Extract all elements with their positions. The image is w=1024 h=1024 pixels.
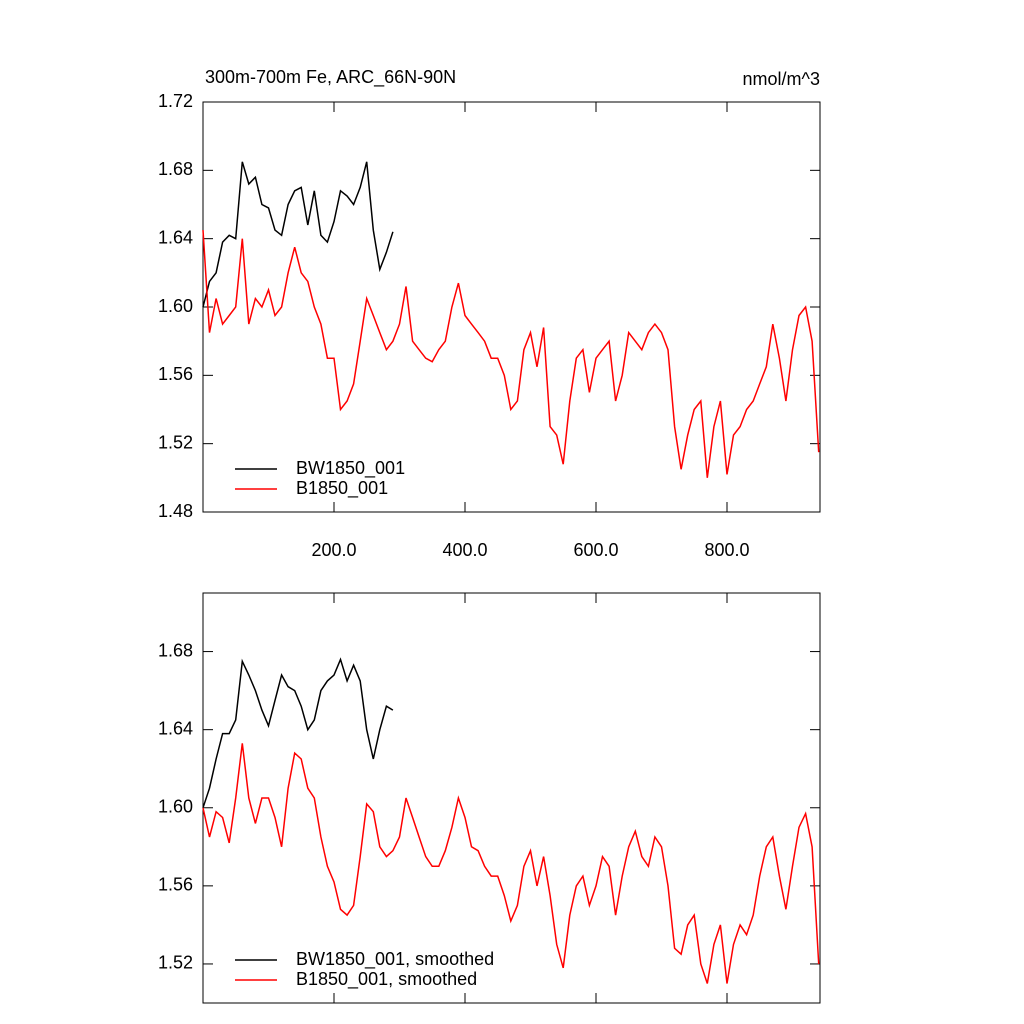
units-label: nmol/m^3 — [743, 69, 820, 89]
plot-frame — [202, 101, 821, 513]
chart-title: 300m-700m Fe, ARC_66N-90N — [205, 67, 456, 88]
y-tick-label: 1.64 — [158, 227, 193, 247]
x-tick-label: 200.0 — [311, 540, 356, 560]
y-tick-label: 1.68 — [158, 640, 193, 660]
y-tick-label: 1.48 — [158, 501, 193, 521]
x-tick-label: 400.0 — [442, 540, 487, 560]
legend-label: BW1850_001 — [296, 458, 405, 479]
series-line — [202, 161, 394, 308]
y-tick-label: 1.52 — [158, 432, 193, 452]
y-tick-label: 1.68 — [158, 159, 193, 179]
series-line — [202, 743, 820, 984]
legend-label: BW1850_001, smoothed — [296, 949, 494, 970]
x-tick-label: 600.0 — [573, 540, 618, 560]
series-line — [202, 230, 820, 478]
plot-frame — [202, 592, 821, 1004]
x-tick-label: 800.0 — [704, 540, 749, 560]
y-tick-label: 1.52 — [158, 953, 193, 973]
y-tick-label: 1.72 — [158, 91, 193, 111]
y-tick-label: 1.60 — [158, 296, 193, 316]
legend-label: B1850_001 — [296, 478, 388, 499]
y-tick-label: 1.64 — [158, 718, 193, 738]
y-tick-label: 1.56 — [158, 875, 193, 895]
y-tick-label: 1.56 — [158, 364, 193, 384]
series-line — [202, 657, 394, 809]
y-tick-label: 1.60 — [158, 797, 193, 817]
legend-label: B1850_001, smoothed — [296, 969, 477, 990]
